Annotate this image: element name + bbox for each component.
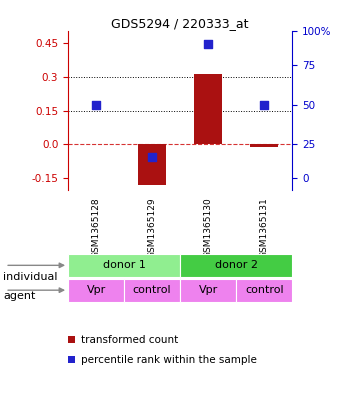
- Bar: [250, 144, 278, 147]
- Point: [261, 102, 267, 108]
- Text: control: control: [245, 285, 284, 295]
- Point: [93, 102, 99, 108]
- Title: GDS5294 / 220333_at: GDS5294 / 220333_at: [112, 17, 249, 30]
- Text: donor 2: donor 2: [215, 260, 258, 270]
- Text: GSM1365131: GSM1365131: [260, 197, 269, 258]
- Text: GSM1365129: GSM1365129: [148, 197, 157, 258]
- Bar: [138, 144, 166, 185]
- Point: [149, 154, 155, 160]
- Text: GSM1365128: GSM1365128: [91, 197, 101, 258]
- Text: control: control: [133, 285, 171, 295]
- Text: donor 1: donor 1: [103, 260, 146, 270]
- Bar: [180, 254, 292, 277]
- Bar: [194, 74, 222, 144]
- Text: GSM1365130: GSM1365130: [204, 197, 213, 258]
- Bar: [68, 279, 124, 301]
- Bar: [236, 279, 292, 301]
- Text: percentile rank within the sample: percentile rank within the sample: [81, 354, 256, 365]
- Text: Vpr: Vpr: [86, 285, 106, 295]
- Bar: [124, 279, 180, 301]
- Text: transformed count: transformed count: [81, 335, 178, 345]
- Text: agent: agent: [3, 290, 36, 301]
- Text: individual: individual: [3, 272, 58, 282]
- Text: Vpr: Vpr: [199, 285, 218, 295]
- Bar: [68, 254, 180, 277]
- Point: [205, 41, 211, 47]
- Bar: [180, 279, 236, 301]
